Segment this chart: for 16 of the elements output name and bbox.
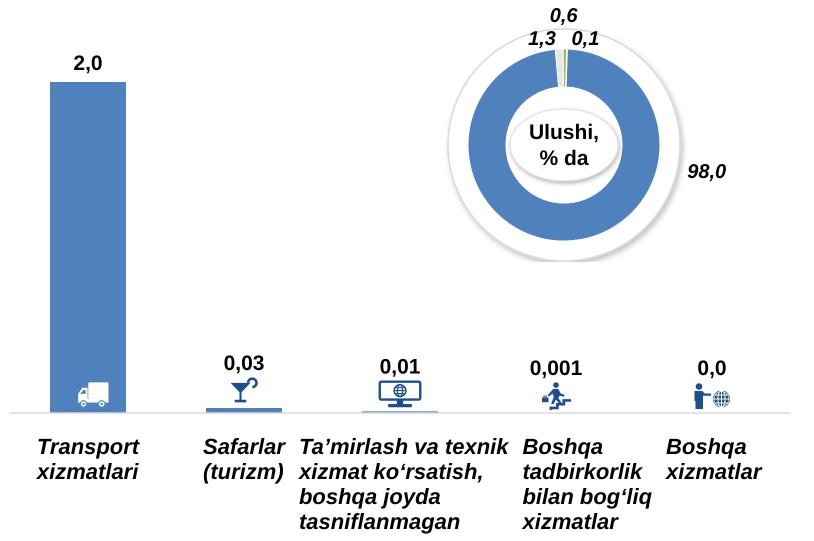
- data-label: 1,3: [528, 28, 556, 50]
- data-label: 0,001: [530, 356, 583, 380]
- data-label: 0,0: [697, 357, 727, 380]
- x-tick-label: Ta’mirlash va texnik xizmat ko‘rsatish, boshqa joyda tasniflanmagan: [298, 434, 510, 534]
- data-label: 0,01: [380, 355, 421, 378]
- data-label: 0,6: [550, 5, 578, 27]
- data-label: 2,0: [73, 52, 103, 75]
- data-label: 0,03: [224, 352, 264, 376]
- text: Ulushi, % da: [528, 121, 600, 170]
- x-tick-label: Transport xizmatlari: [36, 434, 141, 484]
- x-tick-label: Safarlar (turizm): [203, 434, 286, 484]
- donut-slice: [468, 48, 660, 242]
- x-tick-label: Boshqa tadbirkorlik bilan bog‘liq xizmatlar: [521, 434, 653, 534]
- data-label: 98,0: [687, 161, 726, 184]
- data-label: 0,1: [572, 28, 600, 50]
- x-tick-label: Boshqa xizmatlar: [665, 434, 763, 484]
